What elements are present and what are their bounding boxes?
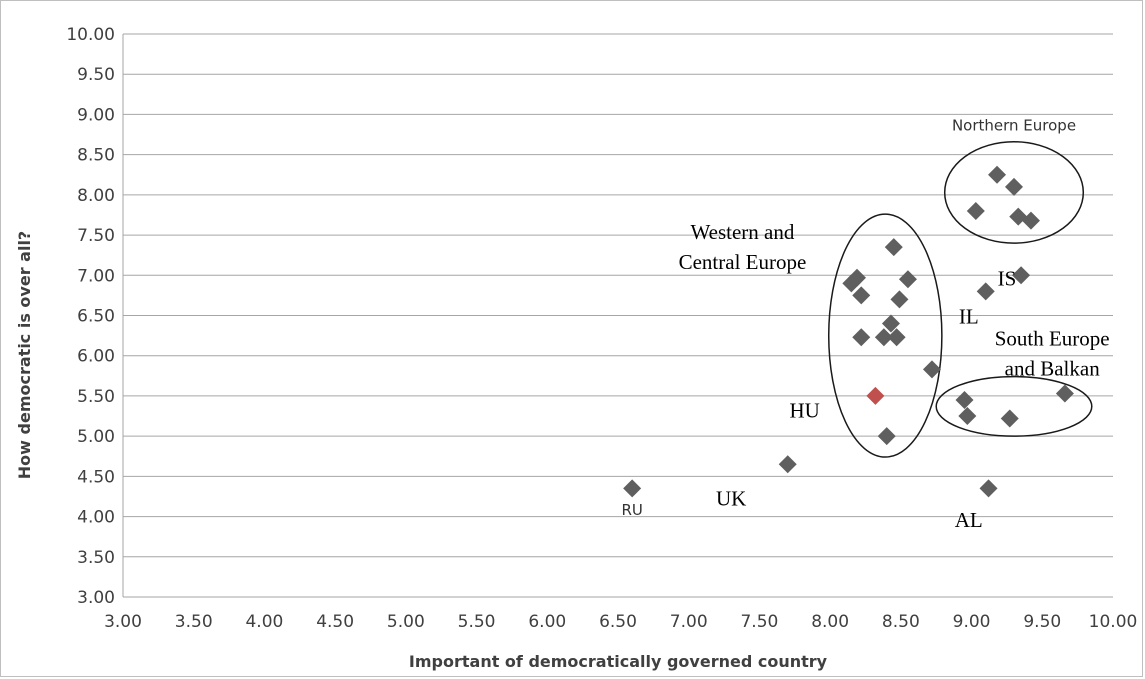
x-tick-label: 3.50 — [175, 612, 213, 632]
data-point — [988, 165, 1007, 184]
x-tick-label: 9.00 — [953, 612, 991, 632]
y-tick-label: 9.00 — [77, 105, 115, 125]
data-point — [881, 314, 900, 333]
data-point — [1012, 266, 1031, 285]
group-ellipses — [827, 141, 1093, 458]
data-point — [852, 328, 871, 347]
data-point — [1000, 409, 1019, 428]
x-tick-label: 6.50 — [599, 612, 637, 632]
y-tick-label: 10.00 — [66, 25, 115, 45]
x-tick-label: 6.00 — [528, 612, 566, 632]
data-point — [848, 268, 867, 287]
data-point — [852, 286, 871, 305]
data-point — [976, 282, 995, 301]
point-label: HU — [790, 399, 820, 423]
x-tick-label: 9.50 — [1023, 612, 1061, 632]
group-label: South Europe — [995, 326, 1110, 350]
x-tick-label: 7.00 — [670, 612, 708, 632]
y-tick-label: 8.50 — [77, 146, 115, 166]
data-point — [966, 201, 985, 220]
x-tick-labels: 3.00 3.50 4.00 4.50 5.00 5.50 6.00 6.50 7.00 7.50… — [104, 612, 1137, 632]
y-tick-labels: 3.00 3.50 4.00 4.50 5.00 5.50 6.00 6.50 7.00 7.50… — [66, 25, 115, 608]
data-point — [874, 328, 893, 347]
data-point — [1005, 177, 1023, 196]
data-points — [623, 165, 1074, 498]
group-ellipse — [943, 141, 1085, 244]
data-point — [884, 238, 903, 257]
x-tick-label: 3.00 — [104, 612, 142, 632]
x-tick-label: 7.50 — [740, 612, 778, 632]
data-point — [887, 328, 906, 347]
point-label: IL — [959, 305, 979, 329]
x-tick-label: 5.00 — [387, 612, 425, 632]
data-point — [922, 360, 941, 379]
group-label: Northern Europe — [952, 117, 1076, 135]
annotation-labels: Northern Europe Western and Central Europe… — [621, 117, 1109, 533]
data-point — [866, 386, 885, 405]
point-label: AL — [955, 508, 983, 532]
y-tick-label: 7.50 — [77, 226, 115, 246]
data-point — [1021, 211, 1040, 230]
x-tick-label: 4.00 — [245, 612, 283, 632]
x-tick-label: 10.00 — [1089, 612, 1138, 632]
data-point — [1055, 384, 1074, 403]
y-tick-label: 4.00 — [77, 508, 115, 528]
data-point — [958, 407, 977, 426]
group-label: Western and — [691, 220, 795, 244]
group-ellipse — [827, 213, 943, 458]
group-ellipse — [935, 375, 1093, 437]
group-label: and Balkan — [1005, 356, 1101, 380]
data-point — [955, 390, 974, 409]
y-tick-label: 3.00 — [77, 588, 115, 608]
x-tick-label: 8.50 — [882, 612, 920, 632]
data-point — [898, 270, 917, 289]
x-axis-label: Important of democratically governed cou… — [409, 652, 828, 671]
point-label: RU — [621, 501, 642, 519]
y-tick-label: 5.00 — [77, 427, 115, 447]
data-point — [877, 427, 896, 446]
data-point — [979, 479, 998, 498]
y-tick-label: 4.50 — [77, 467, 115, 487]
data-point — [623, 479, 642, 498]
y-tick-label: 8.00 — [77, 186, 115, 206]
x-tick-label: 4.50 — [316, 612, 354, 632]
point-label: UK — [716, 486, 746, 510]
y-tick-label: 3.50 — [77, 548, 115, 568]
group-label: Central Europe — [679, 250, 807, 274]
y-tick-label: 9.50 — [77, 65, 115, 85]
y-tick-label: 7.00 — [77, 266, 115, 286]
x-tick-label: 5.50 — [458, 612, 496, 632]
point-label: IS — [998, 267, 1017, 291]
y-tick-label: 6.50 — [77, 307, 115, 327]
y-tick-label: 5.50 — [77, 387, 115, 407]
data-point — [778, 455, 797, 474]
x-tick-label: 8.00 — [811, 612, 849, 632]
y-axis-label: How democratic is over all? — [15, 231, 34, 479]
data-point — [890, 290, 909, 309]
gridlines — [122, 33, 1113, 598]
y-tick-label: 6.00 — [77, 347, 115, 367]
